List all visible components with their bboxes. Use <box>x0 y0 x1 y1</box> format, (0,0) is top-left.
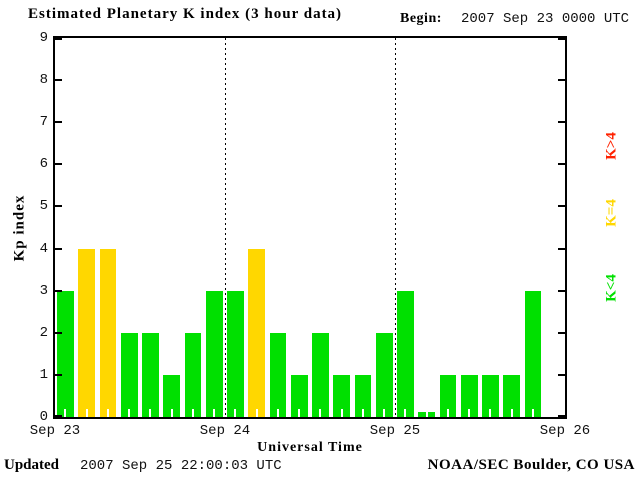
kp-bar-sep24-slot0 <box>227 290 244 417</box>
axis-minor-tick <box>531 409 534 417</box>
axis-minor-tick <box>255 409 258 417</box>
axis-minor-tick <box>276 409 279 417</box>
kp-bar-sep25-slot4 <box>482 374 499 417</box>
kp-bar-sep23-slot3 <box>120 332 138 417</box>
axis-minor-tick <box>404 409 407 417</box>
kp-bar-sep24-slot6 <box>354 374 372 417</box>
y-tick-left-2 <box>55 331 62 334</box>
axis-minor-tick <box>213 409 216 417</box>
y-tick-label-1: 1 <box>39 366 48 383</box>
kp-bar-sep24-slot1 <box>248 248 265 417</box>
begin-label: Begin: <box>400 11 442 26</box>
axis-minor-tick <box>85 409 88 417</box>
y-tick-left-1 <box>55 373 62 376</box>
y-tick-right-7 <box>558 121 565 124</box>
axis-minor-tick <box>298 409 301 417</box>
y-tick-left-0 <box>55 415 62 417</box>
axis-minor-tick <box>191 409 194 417</box>
x-axis-title: Universal Time <box>257 440 363 455</box>
y-tick-right-8 <box>558 79 565 82</box>
y-tick-right-9 <box>558 38 565 40</box>
noaa-credit: NOAA/SEC Boulder, CO USA <box>427 457 635 473</box>
x-tick-label-sep24: Sep 24 <box>199 423 251 439</box>
kp-bar-sep25-slot2 <box>439 374 457 417</box>
y-tick-right-3 <box>558 289 565 292</box>
y-tick-right-6 <box>558 163 565 166</box>
kp-bar-sep23-slot6 <box>184 332 202 417</box>
y-tick-label-8: 8 <box>39 72 48 89</box>
axis-minor-tick <box>64 409 67 417</box>
axis-minor-tick <box>510 409 513 417</box>
y-tick-right-5 <box>558 205 565 208</box>
y-tick-left-3 <box>55 289 62 292</box>
kp-bar-sep23-slot5 <box>163 374 180 417</box>
axis-minor-tick <box>361 409 364 417</box>
axis-minor-tick <box>319 409 322 417</box>
y-tick-right-2 <box>558 331 565 334</box>
kp-bar-sep25-slot5 <box>503 374 520 417</box>
y-axis-title: Kp index <box>11 194 28 262</box>
axis-minor-tick <box>149 409 152 417</box>
axis-minor-tick <box>106 409 109 417</box>
kp-bar-sep24-slot3 <box>290 374 308 417</box>
y-tick-left-8 <box>55 79 62 82</box>
page-title: Estimated Planetary K index (3 hour data… <box>28 6 343 22</box>
dotted-gridline-sep24 <box>224 38 226 417</box>
legend-item-k-lt-4: K<4 <box>603 274 620 302</box>
axis-minor-tick <box>234 409 237 417</box>
y-tick-label-9: 9 <box>39 30 48 46</box>
y-tick-label-2: 2 <box>39 324 48 341</box>
y-tick-label-0: 0 <box>39 409 48 425</box>
y-tick-label-5: 5 <box>39 198 48 215</box>
axis-minor-tick <box>425 409 428 417</box>
x-tick-label-sep25: Sep 25 <box>369 423 421 439</box>
axis-minor-tick <box>383 409 386 417</box>
begin-value: 2007 Sep 23 0000 UTC <box>461 11 630 27</box>
kp-bar-sep25-slot6 <box>524 290 542 417</box>
axis-minor-tick <box>340 409 343 417</box>
kp-bar-sep24-slot4 <box>312 332 329 417</box>
kp-bar-sep24-slot2 <box>269 332 287 417</box>
kp-bar-sep23-slot1 <box>78 248 95 417</box>
y-tick-label-4: 4 <box>39 240 48 257</box>
y-tick-left-5 <box>55 205 62 208</box>
y-tick-label-3: 3 <box>39 282 48 299</box>
updated-label: Updated <box>4 457 60 473</box>
axis-minor-tick <box>170 409 173 417</box>
y-tick-right-1 <box>558 373 565 376</box>
y-tick-right-0 <box>558 415 565 417</box>
y-tick-label-6: 6 <box>39 156 48 173</box>
kp-bar-sep23-slot2 <box>99 248 117 417</box>
y-tick-left-7 <box>55 121 62 124</box>
y-tick-right-4 <box>558 247 565 250</box>
kp-bar-sep24-slot7 <box>375 332 393 417</box>
legend-item-k-eq-4: K=4 <box>603 199 620 227</box>
y-tick-label-7: 7 <box>39 114 48 131</box>
kp-bar-sep23-slot4 <box>142 332 159 417</box>
axis-minor-tick <box>128 409 131 417</box>
y-tick-left-4 <box>55 247 62 250</box>
axis-minor-tick <box>468 409 471 417</box>
x-tick-label-sep26: Sep 26 <box>539 423 591 439</box>
kp-bar-sep25-slot1 <box>418 409 435 417</box>
plot-area <box>53 36 567 419</box>
kp-bar-sep23-slot0 <box>57 290 74 417</box>
updated-timestamp: 2007 Sep 25 22:00:03 UTC <box>80 458 282 474</box>
y-tick-left-9 <box>55 38 62 40</box>
kp-bar-sep24-slot5 <box>333 374 350 417</box>
legend-item-k-gt-4: K>4 <box>603 132 620 160</box>
axis-minor-tick <box>446 409 449 417</box>
y-tick-left-6 <box>55 163 62 166</box>
kp-bar-sep25-slot0 <box>397 290 414 417</box>
axis-minor-tick <box>489 409 492 417</box>
x-tick-label-sep23: Sep 23 <box>29 423 81 439</box>
kp-bar-sep23-slot7 <box>205 290 223 417</box>
dotted-gridline-sep25 <box>394 38 396 417</box>
kp-bar-sep25-slot3 <box>460 374 478 417</box>
